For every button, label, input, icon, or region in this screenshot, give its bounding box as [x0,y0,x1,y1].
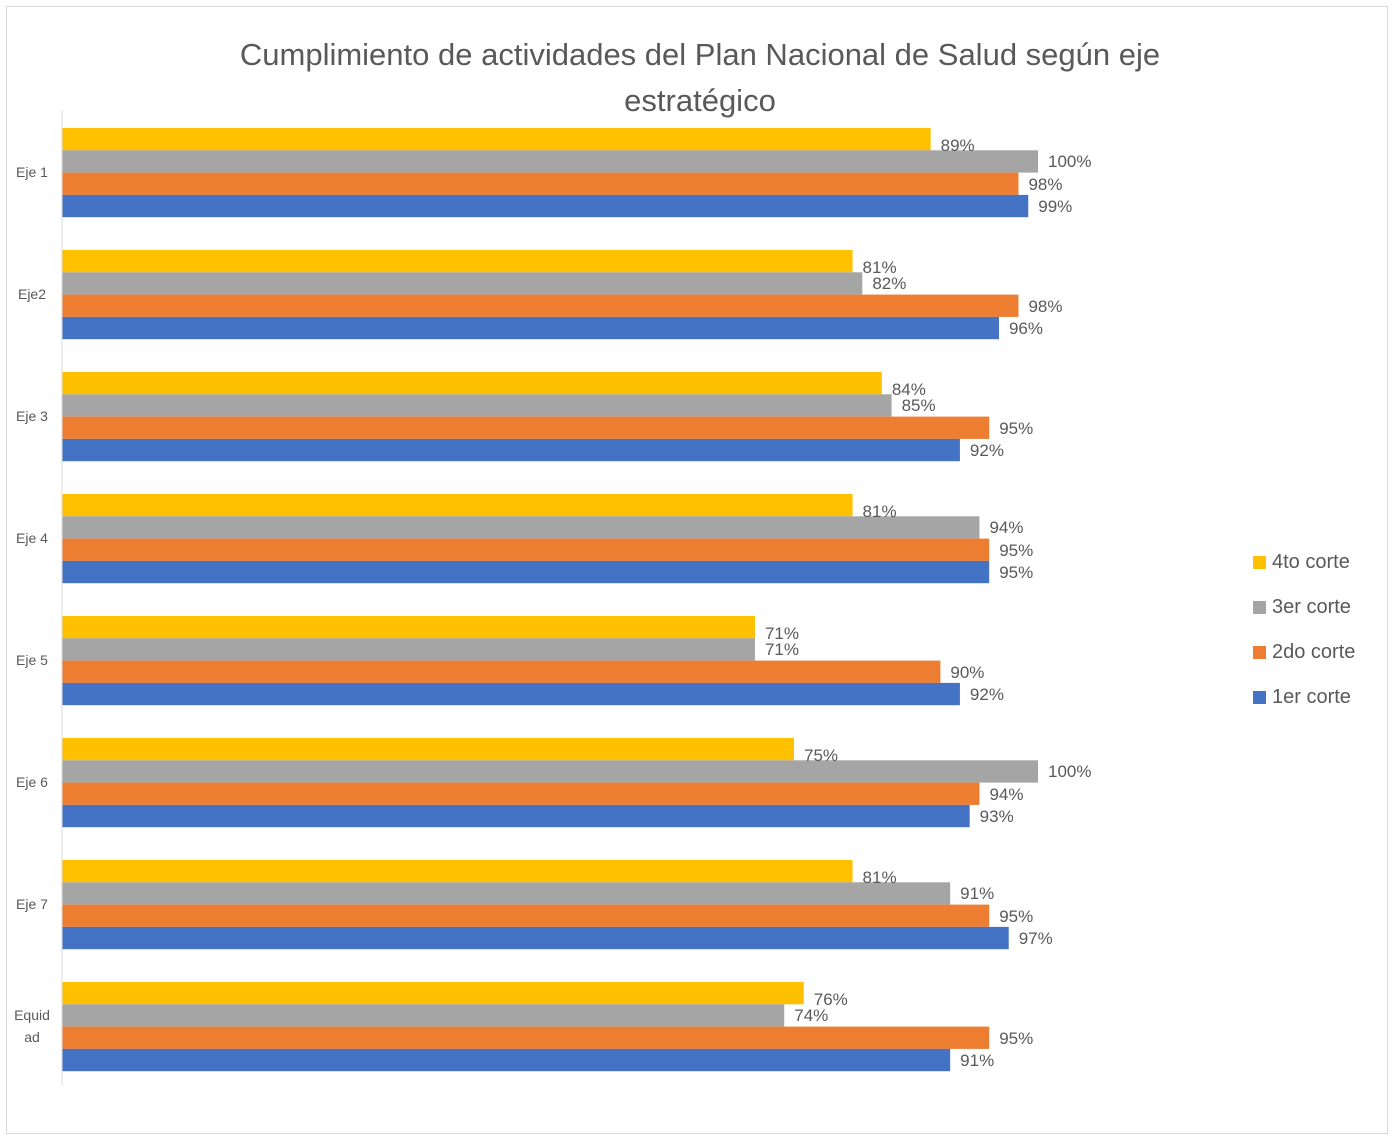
bar [62,316,999,340]
data-label: 99% [1038,196,1073,216]
bar [62,760,1038,783]
data-label: 94% [989,518,1024,538]
bar [62,616,755,639]
bar [62,128,931,151]
y-tick-label: Equidad [14,1007,50,1045]
bar [62,538,990,561]
data-label: 85% [901,396,936,416]
bar [62,738,794,761]
data-label: 81% [862,502,897,521]
data-label: 95% [999,1028,1034,1048]
bar [62,516,980,539]
data-label: 84% [891,380,926,399]
bar [62,638,755,661]
bar [62,882,951,905]
data-label: 75% [804,746,839,765]
y-tick-label: Eje 1 [16,164,48,180]
bar [62,1026,990,1049]
bar [62,438,960,462]
bar [62,416,990,439]
bar [62,682,960,706]
data-label: 91% [960,1050,995,1070]
data-label: 94% [989,784,1024,804]
data-label: 76% [813,990,848,1009]
bar [62,860,853,883]
bar [62,494,853,517]
data-label: 93% [979,806,1014,826]
data-label: 74% [794,1006,829,1026]
data-label: 89% [940,136,975,155]
bar [62,660,941,683]
legend-swatch [1253,556,1266,569]
data-label: 95% [999,540,1034,560]
data-label: 100% [1048,152,1092,172]
data-label: 91% [960,884,995,904]
bar [62,194,1029,218]
bar [62,804,970,828]
y-tick-label: Eje 5 [16,652,48,668]
bar [62,782,980,805]
y-tick-label: Eje 6 [16,774,48,790]
data-label: 81% [862,258,897,277]
y-tick-label: Eje 3 [16,408,48,424]
bar [62,926,1009,950]
legend-swatch [1253,601,1266,614]
legend-label: 4to corte [1272,551,1350,573]
data-label: 100% [1048,762,1092,782]
bar [62,394,892,417]
data-label: 82% [872,274,907,294]
bar [62,172,1019,195]
bar [62,904,990,927]
data-label: 71% [764,640,799,660]
bar [62,150,1038,173]
bar [62,372,882,395]
y-tick-label: Eje 4 [16,530,48,546]
data-label: 97% [1018,928,1053,948]
chart-frame [6,6,1388,1134]
data-label: 98% [1028,296,1063,316]
y-tick-label: Eje 7 [16,896,48,912]
legend-label: 3er corte [1272,596,1351,618]
data-label: 90% [950,662,985,682]
bar [62,560,990,584]
data-label: 95% [999,418,1034,438]
chart-title: Cumplimiento de actividades del Plan Nac… [239,37,1161,118]
bar [62,294,1019,317]
data-label: 71% [764,624,799,643]
bar [62,1004,785,1027]
data-label: 96% [1008,318,1043,338]
data-label: 81% [862,868,897,887]
bar [62,1048,951,1072]
bar [62,250,853,273]
legend-label: 1er corte [1272,686,1351,708]
legend-label: 2do corte [1272,641,1356,663]
bar [62,272,863,295]
data-label: 98% [1028,174,1063,194]
y-tick-label: Eje2 [17,286,47,302]
data-label: 92% [969,684,1004,704]
legend-swatch [1253,646,1266,659]
data-label: 95% [999,562,1034,582]
bar [62,982,804,1005]
data-label: 92% [969,440,1004,460]
data-label: 95% [999,906,1034,926]
legend-swatch [1253,691,1266,704]
